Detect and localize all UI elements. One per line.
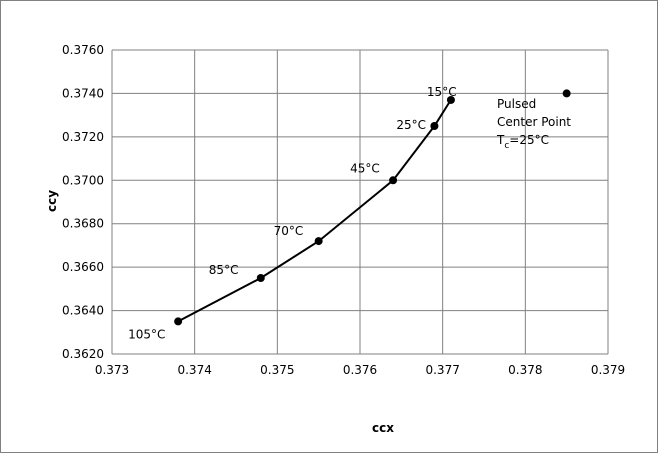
x-tick-label: 0.373: [95, 363, 129, 377]
data-point-label: 85°C: [209, 263, 239, 277]
data-point-label: 70°C: [274, 224, 304, 238]
series-group: [174, 89, 571, 326]
y-tick-label: 0.3680: [62, 217, 104, 231]
x-tick-labels: 0.373 0.374 0.375 0.376 0.377 0.378 0.379: [95, 363, 625, 377]
y-tick-label: 0.3720: [62, 130, 104, 144]
data-point: [314, 237, 323, 246]
y-tick-label: 0.3660: [62, 260, 104, 274]
annotation-line1: Pulsed: [497, 97, 536, 111]
point-labels: 105°C 85°C 70°C 45°C 25°C 15°C: [128, 85, 456, 341]
y-tick-label: 0.3700: [62, 173, 104, 187]
grid: [111, 49, 609, 355]
x-tick-label: 0.375: [260, 363, 294, 377]
data-point-label: 25°C: [396, 118, 426, 132]
x-tick-label: 0.378: [508, 363, 542, 377]
data-point: [256, 274, 265, 282]
annotation-line3: Tc=25°C: [496, 133, 549, 151]
data-point-label: 15°C: [427, 85, 457, 99]
data-point: [562, 89, 571, 98]
data-point: [430, 122, 439, 130]
annotation-t: T: [496, 133, 505, 147]
annotation-line2: Center Point: [497, 115, 571, 129]
y-tick-label: 0.3740: [62, 86, 104, 100]
x-tick-label: 0.376: [343, 363, 377, 377]
data-point: [174, 317, 183, 326]
y-tick-label: 0.3640: [62, 304, 104, 318]
data-point: [446, 95, 455, 104]
data-point: [389, 176, 398, 185]
x-tick-label: 0.377: [425, 363, 459, 377]
y-axis-title: ccy: [45, 190, 59, 212]
data-point-label: 105°C: [128, 327, 165, 341]
data-point-label: 45°C: [350, 161, 380, 175]
x-tick-label: 0.379: [591, 363, 625, 377]
x-tick-label: 0.374: [177, 363, 211, 377]
y-tick-label: 0.3620: [62, 347, 104, 361]
x-axis-title: ccx: [372, 421, 394, 435]
series-line: [177, 99, 452, 323]
y-tick-label: 0.3760: [62, 43, 104, 57]
annotation-subscript: c: [504, 141, 509, 151]
y-tick-labels: 0.3620 0.3640 0.3660 0.3680 0.3700 0.3720 0.37…: [62, 43, 104, 361]
annotation-suffix: =25°C: [509, 133, 549, 147]
